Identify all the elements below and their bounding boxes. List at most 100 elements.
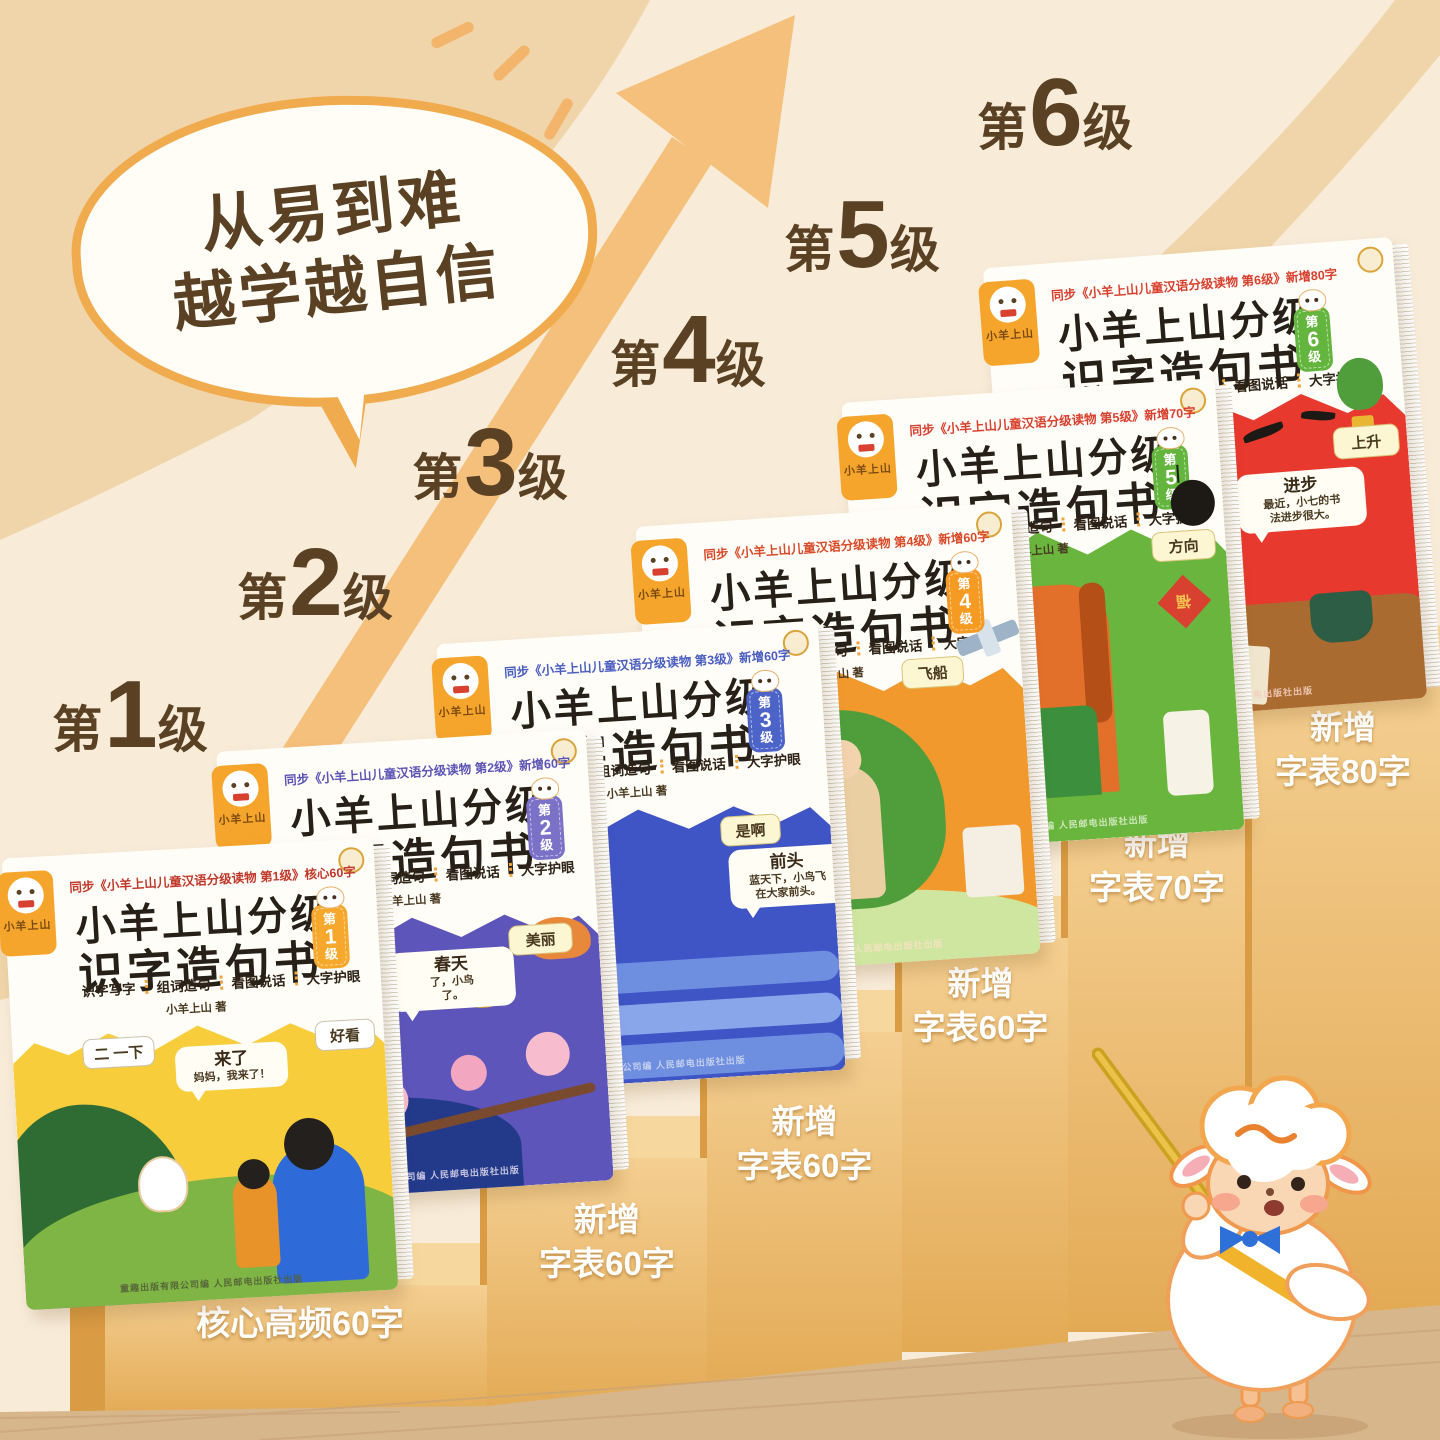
brand-logo-text: 小羊上山 <box>3 919 52 934</box>
step-text: 字表70字 <box>1089 869 1225 906</box>
step-faces <box>105 668 1440 1418</box>
step-text: 新增 <box>1310 709 1376 746</box>
speech-title: 前头 <box>768 850 805 872</box>
step-text: 新增 <box>574 1201 640 1238</box>
brand-logo-text: 小羊上山 <box>438 704 487 720</box>
level-badge: 第 6 级 <box>1292 305 1334 373</box>
brand-logo-text: 小羊上山 <box>637 586 687 602</box>
level-prefix: 第 <box>412 450 463 506</box>
word-card: 方向 <box>1150 528 1217 563</box>
sheep-wool <box>1199 1075 1352 1182</box>
cover-speech-bubble: 来了 妈妈，我来了！ <box>174 1041 289 1093</box>
level-suffix: 级 <box>342 570 393 626</box>
brand-logo: 小羊上山 <box>431 655 493 743</box>
word-card: 上升 <box>1332 423 1401 460</box>
mascot-shadow <box>1172 1413 1368 1439</box>
feature-item: 看图说话 <box>868 638 923 657</box>
sheep-blush <box>1212 1193 1240 1211</box>
step-3-face <box>707 1032 902 1398</box>
brand-logo: 小羊上山 <box>977 278 1041 367</box>
fu-character: 福 <box>1176 591 1193 610</box>
level-number: 6 <box>1029 59 1082 166</box>
feature-item: 看图说话 <box>1233 375 1289 395</box>
house-illustration <box>962 824 1025 898</box>
level-suffix: 级 <box>889 222 940 278</box>
step-text: 字表60字 <box>539 1245 675 1282</box>
level-prefix: 第 <box>784 222 835 278</box>
step-4-face <box>902 938 1068 1352</box>
word-card: 美丽 <box>507 922 574 957</box>
level-badge: 第 4 级 <box>945 568 986 635</box>
book-level-1: 同步《小羊上山儿童汉语分级读物 第1级》核心60字 小羊上山分级 识字造句书 第… <box>0 837 414 1311</box>
feature-item: 看图说话 <box>671 756 727 775</box>
feature-item: 看图说话 <box>231 973 286 992</box>
level-suffix: 级 <box>517 450 568 506</box>
step-text: 字表80字 <box>1275 753 1411 790</box>
wood-floor <box>0 1305 1440 1440</box>
level-badge: 第 3 级 <box>745 686 786 753</box>
speech-body: 妈妈，我来了！ <box>193 1068 271 1085</box>
step-3-label: 新增字表60字 <box>712 1100 897 1188</box>
step-text: 字表60字 <box>736 1147 873 1184</box>
step-text: 新增 <box>947 965 1014 1002</box>
sheep-arm <box>1285 1262 1371 1322</box>
sheep-logo-icon <box>441 661 480 701</box>
level-number: 4 <box>662 296 715 403</box>
sheep-logo-icon <box>846 420 886 459</box>
sheep-eye <box>1291 1177 1305 1191</box>
step-6-label: 新增字表80字 <box>1248 706 1438 794</box>
growth-arrow-head <box>616 15 795 208</box>
level-badge: 第 1 级 <box>310 903 351 970</box>
book-cover: 同步《小羊上山儿童汉语分级读物 第1级》核心60字 小羊上山分级 识字造句书 第… <box>1 837 399 1311</box>
speech-body: 在大家前头。 <box>755 884 822 901</box>
word-card: 好看 <box>314 1018 376 1052</box>
speech-title: 进步 <box>1282 474 1319 496</box>
brand-logo-text: 小羊上山 <box>985 327 1035 344</box>
sheep-blush <box>1300 1195 1328 1213</box>
brand-logo: 小羊上山 <box>0 869 58 957</box>
feature-item: 看图说话 <box>445 864 501 883</box>
sheep-logo-icon <box>6 876 45 915</box>
step-text: 新增 <box>771 1103 838 1140</box>
speech-title: 春天 <box>433 953 469 975</box>
sheep-logo-icon <box>988 285 1028 324</box>
level-suffix: 级 <box>715 337 766 393</box>
step-4-label: 新增字表60字 <box>888 962 1073 1050</box>
level-suffix: 级 <box>1082 100 1133 156</box>
speech-title: 来了 <box>213 1048 249 1070</box>
step-1-face <box>105 1285 487 1418</box>
sheep-ear-inner <box>1329 1164 1359 1184</box>
sheep-paw <box>1181 1191 1211 1221</box>
cover-speech-bubble: 春天 了，小鸟 了。 <box>387 945 517 1013</box>
level-prefix: 第 <box>610 337 661 393</box>
cover-speech-bubble: 进步 最近，小七的书 法进步很大。 <box>1235 465 1368 535</box>
step-2-face <box>487 1158 707 1412</box>
level-badge: 第 2 级 <box>525 794 566 861</box>
level-number: 2 <box>289 529 342 636</box>
bow-tie <box>1220 1226 1280 1254</box>
feature-item: 识字写字 <box>81 981 137 1000</box>
milk-bottle <box>1162 709 1215 797</box>
level-prefix: 第 <box>977 100 1028 156</box>
word-card: 是啊 <box>719 813 782 847</box>
step-text: 字表60字 <box>912 1009 1049 1046</box>
sheep-foot <box>1282 1401 1314 1419</box>
sheep-logo-icon <box>221 769 260 808</box>
sheep-ear-inner <box>1182 1155 1210 1177</box>
brand-logo-text: 小羊上山 <box>843 462 893 478</box>
cover-speech-bubble: 前头 蓝天下，小鸟飞 在大家前头。 <box>727 843 846 910</box>
sheep-eye <box>1237 1175 1251 1189</box>
feature-item: 看图说话 <box>1073 514 1128 533</box>
word-card: 二 一下 <box>81 1035 156 1070</box>
sheep-nose <box>1266 1188 1274 1196</box>
level-prefix: 第 <box>52 702 103 758</box>
brand-logo: 小羊上山 <box>211 762 273 851</box>
level-prefix: 第 <box>237 570 288 626</box>
sheep-foot <box>1234 1405 1266 1423</box>
